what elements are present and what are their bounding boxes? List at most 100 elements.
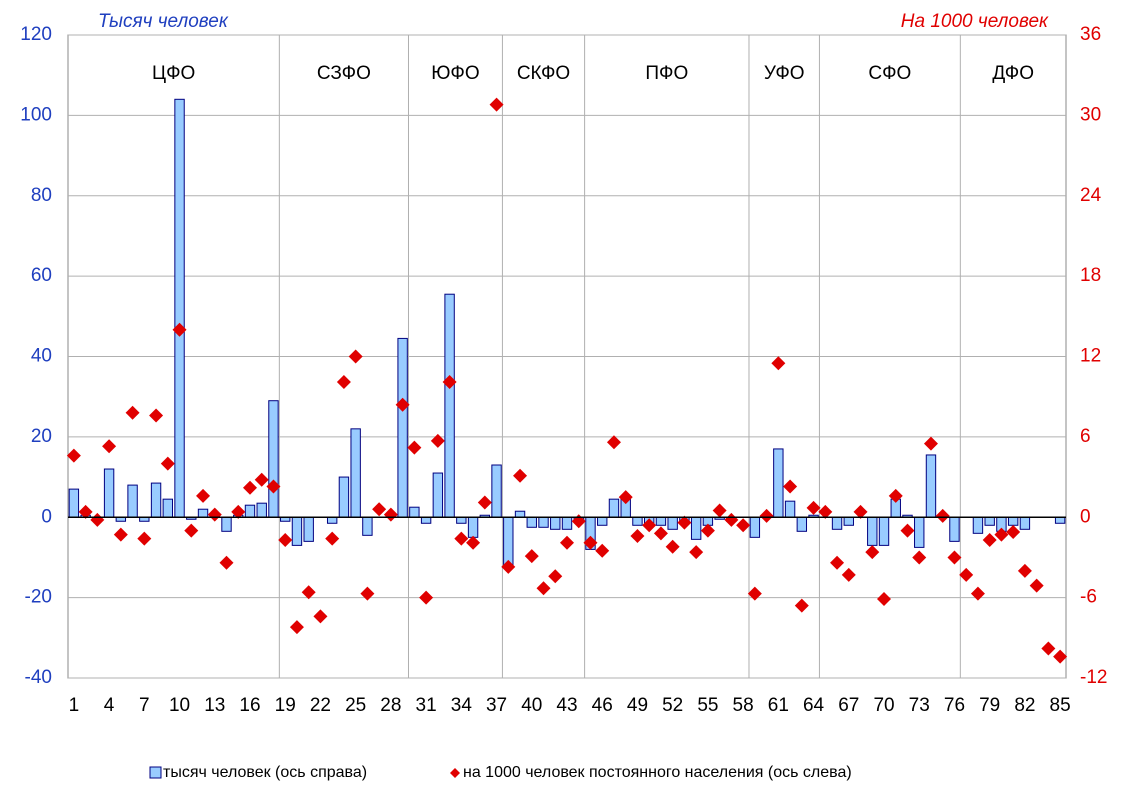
x-tick-label: 25 [345,695,366,716]
x-tick-label: 61 [768,695,789,716]
diamond-marker [783,479,798,494]
bar [197,508,209,518]
bar [221,516,232,532]
y2-tick-label: 6 [1080,426,1091,447]
diamond-marker [653,526,668,541]
diamond-marker [724,512,739,527]
y-tick-label: 0 [41,506,52,527]
bar [550,516,561,530]
bar [667,516,678,530]
diamond-marker [477,495,492,510]
diamond-marker [419,590,434,605]
x-tick-label: 58 [733,695,754,716]
diamond-marker [865,545,880,560]
diamond-marker [196,488,211,503]
diamond-marker [583,535,598,550]
x-tick-label: 85 [1050,695,1071,716]
diamond-marker [383,507,398,522]
diamond-marker [923,436,938,451]
bar [303,516,314,542]
diamond-marker [231,504,246,519]
bar [867,516,878,546]
x-tick-label: 73 [909,695,930,716]
bar [984,516,995,526]
x-tick-label: 13 [204,695,225,716]
x-tick-label: 55 [697,695,718,716]
diamond-marker [360,586,375,601]
x-tick-label: 22 [310,695,331,716]
x-tick-label: 31 [416,695,437,716]
diamond-marker [242,480,257,495]
bar [456,516,467,524]
bar [1019,516,1031,530]
bar [914,516,925,548]
x-tick-label: 37 [486,695,507,716]
legend-label: на 1000 человек постоянного населения (о… [463,764,852,781]
diamond-marker [266,479,281,494]
diamond-marker [642,518,657,533]
diamond-marker [395,397,410,412]
bar [749,516,761,538]
y2-tick-label: 12 [1080,346,1101,367]
diamond-marker [818,504,833,519]
bar [397,337,408,518]
y-tick-label: 120 [20,24,52,45]
diamond-marker [1006,524,1021,539]
y2-tick-label: -12 [1080,667,1107,688]
x-tick-label: 43 [556,695,577,716]
x-tick-label: 1 [69,695,80,716]
diamond-marker [888,488,903,503]
x-tick-label: 82 [1014,695,1035,716]
bar [773,448,784,518]
diamond-marker [959,567,974,582]
y-tick-label: 20 [31,426,52,447]
bar [655,516,667,526]
diamond-marker [771,356,786,371]
diamond-marker [313,609,328,624]
bar [608,498,620,518]
y2-tick-label: -6 [1080,587,1097,608]
diamond-marker [900,523,915,538]
diamond-marker [830,555,845,570]
region-label: ЦФО [152,63,195,84]
bar [514,510,526,518]
x-tick-label: 28 [380,695,401,716]
diamond-marker [372,502,387,517]
y-tick-label: 60 [31,265,52,286]
diamond-marker [66,448,81,463]
diamond-marker [289,620,304,635]
diamond-marker [548,569,563,584]
diamond-marker [254,472,269,487]
y2-tick-label: 18 [1080,265,1101,286]
diamond-marker [125,405,140,420]
diamond-marker [207,507,222,522]
bar [150,482,162,518]
diamond-marker [454,531,469,546]
diamond-marker [160,456,175,471]
bar [291,516,303,546]
diamond-marker [794,598,809,613]
diamond-marker [982,533,997,548]
diamond-marker [689,545,704,560]
x-tick-label: 10 [169,695,190,716]
x-tick-label: 79 [979,695,1000,716]
diamond-marker [325,531,340,546]
diamond-marker [430,433,445,448]
diamond-marker [912,550,927,565]
x-tick-label: 52 [662,695,683,716]
y2-tick-label: 24 [1080,185,1102,206]
diamond-marker [665,539,680,554]
bar [1007,516,1019,526]
region-label: СФО [868,63,911,84]
bar [256,502,267,518]
diamond-marker [736,518,751,533]
diamond-marker [278,533,293,548]
diamond-marker [994,527,1009,542]
bar [878,516,890,546]
diamond-marker [571,514,586,529]
diamond-marker [747,586,762,601]
diamond-marker [489,97,504,112]
diamond-marker [536,581,551,596]
y-tick-label: 40 [31,346,52,367]
